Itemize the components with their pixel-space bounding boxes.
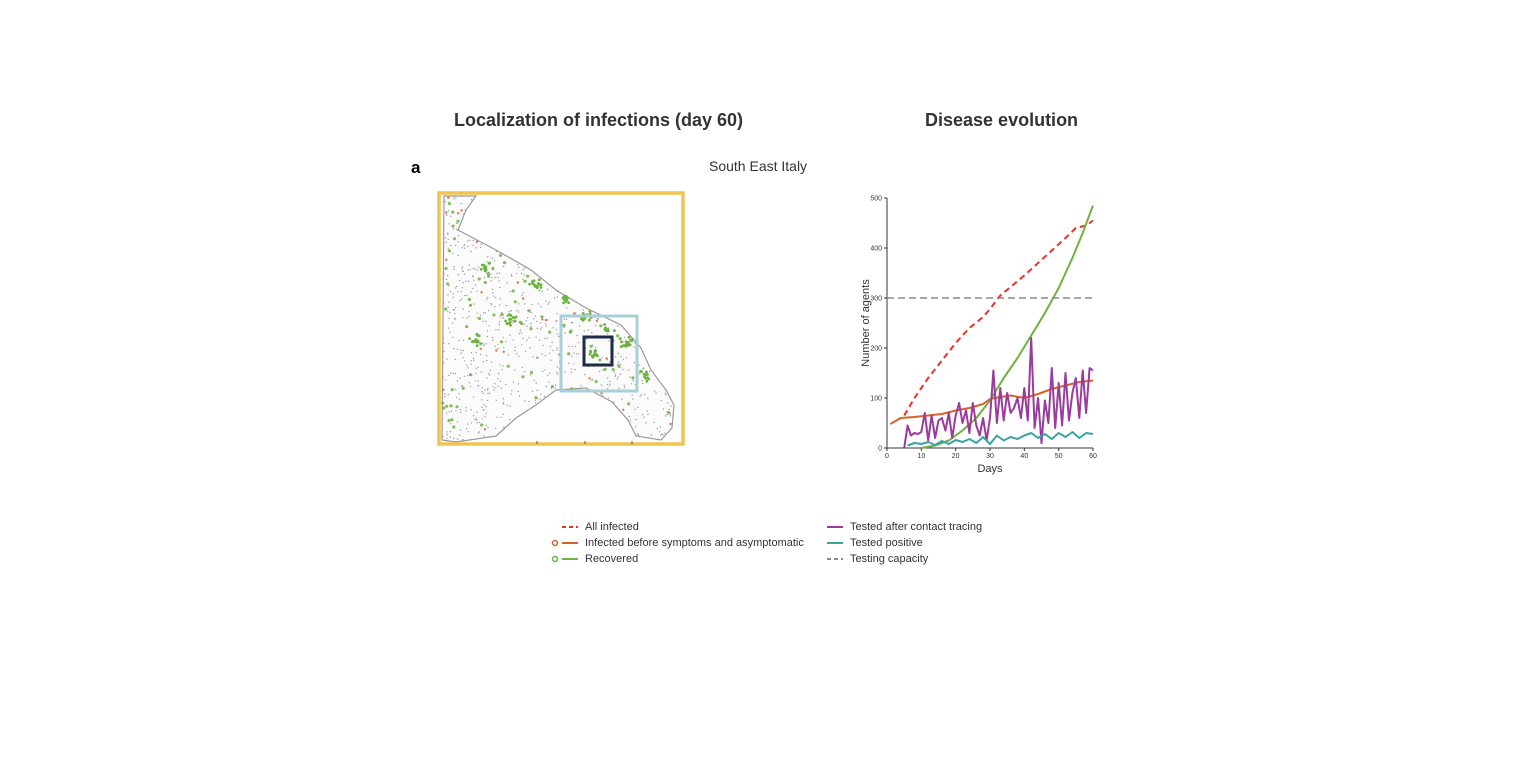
infection-map (437, 191, 685, 446)
disease-evolution-chart: 0 10 20 30 40 50 60 0 100 200 300 400 500 Days Number … (860, 196, 1097, 476)
y-tick-label: 500 (870, 196, 882, 203)
series-line-tested-after-contact-tracing (903, 337, 1094, 449)
chart-panel-title: Disease evolution (925, 110, 1079, 130)
x-tick-label: 0 (885, 453, 889, 460)
panel-letter: a (411, 158, 421, 177)
y-tick-label: 0 (878, 446, 882, 453)
map-frame-ticks (536, 441, 633, 444)
x-tick-label: 60 (1089, 453, 1097, 460)
zoom-box-inner (582, 335, 614, 367)
legend-swatch (562, 526, 578, 528)
series-line-tested-positive (907, 431, 1094, 447)
x-tick-label: 10 (917, 453, 925, 460)
legend-label: Tested positive (850, 537, 923, 549)
y-tick-label: 400 (870, 246, 882, 253)
region-label: South East Italy (709, 158, 808, 174)
legend-item: Testing capacity (815, 551, 928, 567)
map-panel-title: Localization of infections (day 60) (454, 110, 744, 130)
y-tick-label: 100 (870, 396, 882, 403)
legend-swatch (827, 542, 843, 544)
x-tick-label: 20 (952, 453, 960, 460)
y-axis-label: Number of agents (860, 279, 872, 367)
map-frame (437, 191, 685, 446)
legend-swatch (827, 526, 843, 528)
legend-swatch (827, 558, 843, 560)
series-line-recovered (921, 205, 1094, 449)
y-tick-label: 200 (870, 346, 882, 353)
legend-label: Infected before symptoms and asymptomati… (585, 537, 804, 549)
legend-swatch (551, 555, 578, 563)
zoom-box-outer (559, 314, 639, 393)
legend-label: Tested after contact tracing (850, 521, 983, 533)
y-tick-label: 300 (870, 296, 882, 303)
x-tick-label: 30 (986, 453, 994, 460)
legend-label: Testing capacity (850, 553, 929, 565)
legend-item: Tested after contact tracing (815, 519, 982, 535)
x-tick-label: 50 (1055, 453, 1063, 460)
series-line-all-infected (903, 219, 1094, 417)
x-axis-label: Days (977, 463, 1003, 475)
legend-swatch (551, 539, 578, 547)
map-region-shape (441, 195, 675, 443)
x-tick-label: 40 (1020, 453, 1028, 460)
legend-item: Recovered (550, 551, 638, 567)
legend-item: Tested positive (815, 535, 923, 551)
legend-label: Recovered (585, 553, 639, 565)
legend-item: All infected (550, 519, 639, 535)
legend-label: All infected (585, 521, 639, 533)
legend-item: Infected before symptoms and asymptomati… (550, 535, 804, 551)
coastline (441, 195, 675, 443)
